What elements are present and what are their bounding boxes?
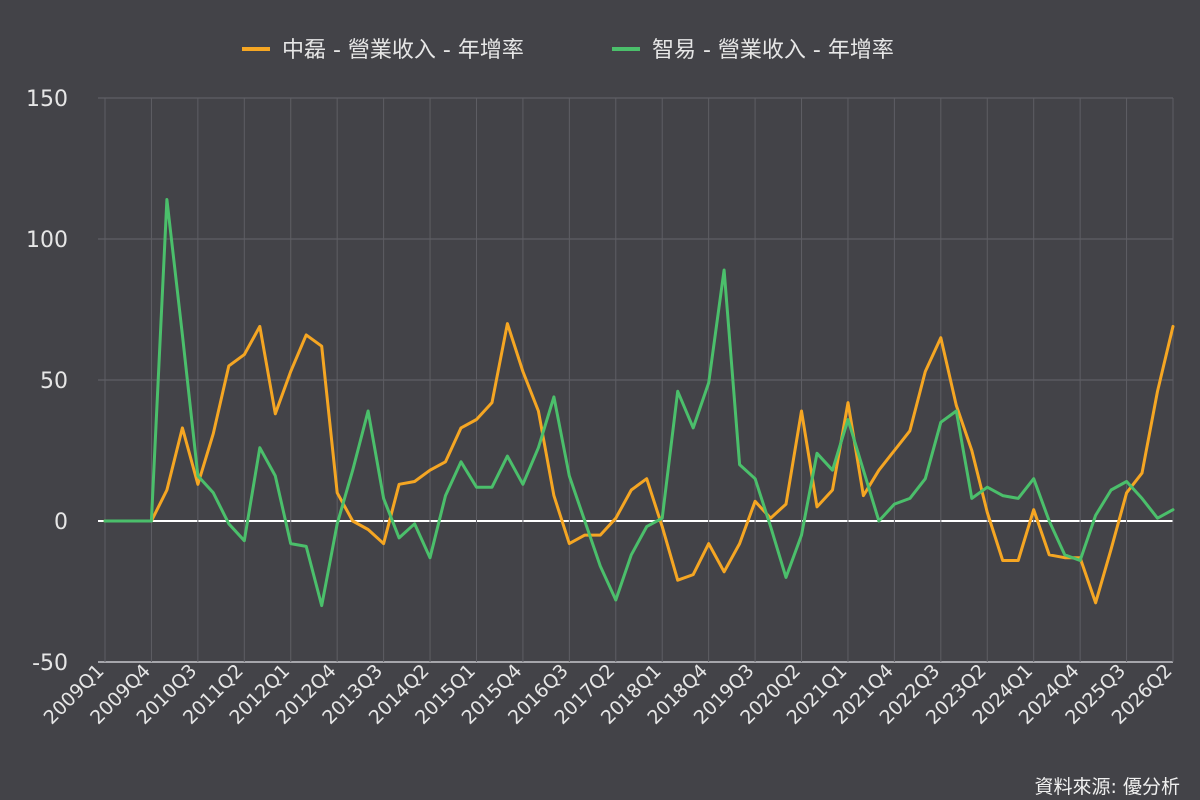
- series-line-2: [103, 198, 1175, 608]
- legend: 中磊 - 營業收入 - 年增率 智易 - 營業收入 - 年增率: [242, 38, 894, 63]
- y-tick-label: 50: [40, 369, 68, 394]
- legend-label-series-1: 中磊 - 營業收入 - 年增率: [282, 38, 524, 63]
- legend-label-series-2: 智易 - 營業收入 - 年增率: [652, 38, 894, 63]
- series-lines: [103, 198, 1175, 608]
- y-tick-label: -50: [32, 651, 68, 676]
- y-tick-label: 0: [54, 510, 68, 535]
- y-tick-label: 100: [26, 228, 68, 253]
- source-note: 資料來源: 優分析: [1035, 776, 1180, 798]
- series-line-1: [103, 322, 1175, 605]
- y-axis-ticks: 150 100 50 0 -50: [26, 87, 68, 676]
- x-axis-ticks: 2009Q12009Q42010Q32011Q22012Q12012Q42013…: [40, 660, 1177, 729]
- y-tick-label: 150: [26, 87, 68, 112]
- gridlines: [98, 97, 1174, 663]
